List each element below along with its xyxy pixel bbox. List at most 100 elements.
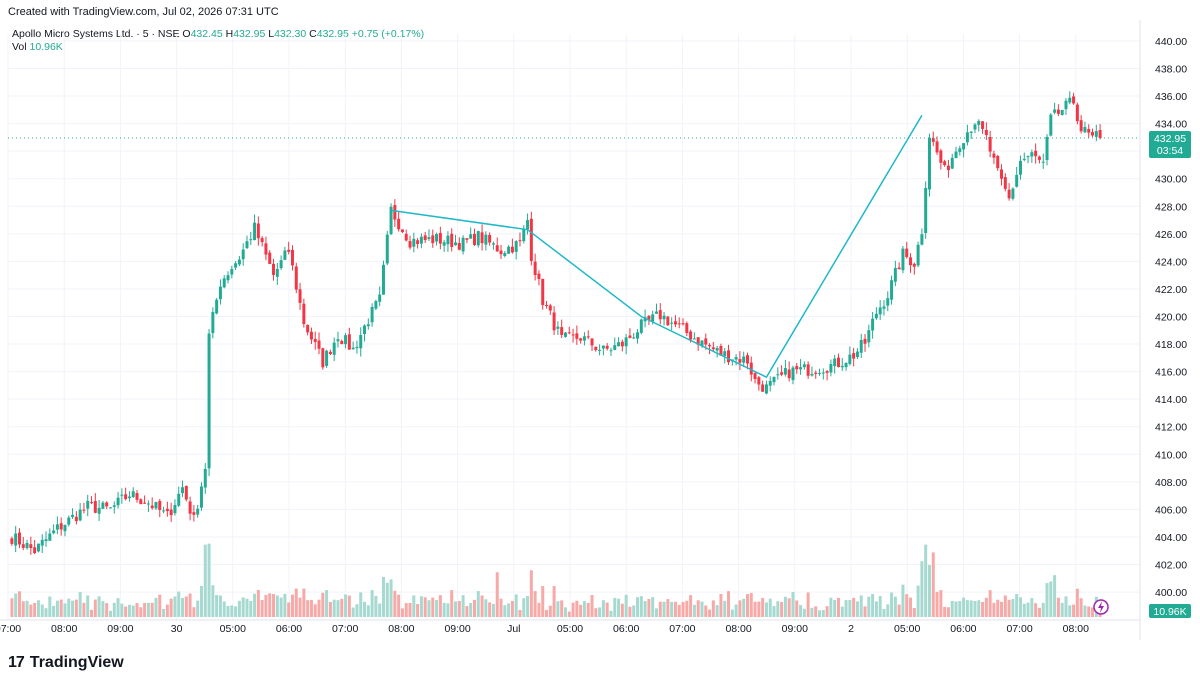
price-tick-label: 414.00 [1155,394,1187,406]
candle-body [135,493,139,500]
volume-bar [332,599,336,617]
candle-body [973,124,977,130]
volume-bar [893,596,897,617]
candle-body [491,243,495,245]
candle-body [992,153,996,158]
candle-body [1094,131,1098,137]
volume-bar [704,605,708,617]
time-tick-label: 06:00 [276,623,302,635]
volume-bar [207,543,211,617]
candle-body [355,346,359,349]
last-price-tag: 432.95 03:54 [1149,131,1191,159]
candle-body [601,345,605,349]
created-with-caption: Created with TradingView.com, Jul 02, 20… [8,6,279,18]
volume-bar [594,608,598,617]
time-tick-label: 06:00 [613,623,639,635]
volume-bar [397,594,401,617]
candle-body [294,266,298,290]
candle-body [628,335,632,338]
price-tick-label: 420.00 [1155,312,1187,324]
candle-body [954,151,958,159]
volume-bar [681,601,685,617]
trendline[interactable] [390,114,923,379]
volume-bar [177,591,181,617]
candle-body [1003,177,1007,189]
trendline-drawing[interactable] [390,114,923,379]
time-axis[interactable]: 07:00 08:00 09:00 30 05:00 06:00 07:00 08:00 09:… [0,623,1089,635]
volume-bar [416,604,420,617]
candle-body [108,507,112,509]
price-tick-label: 434.00 [1155,119,1187,131]
volume-bar [10,598,14,617]
candle-body [818,372,822,374]
volume-bar [537,602,541,617]
volume-bar [1022,603,1026,617]
candle-body [313,338,317,342]
candle-body [670,322,674,324]
candle-body [545,304,549,306]
volume-bar [727,591,731,617]
volume-bar [476,591,480,617]
candle-body [150,505,154,509]
candle-body [154,502,158,509]
candle-body [272,263,276,275]
volume-bar [309,599,313,617]
candle-body [97,507,101,514]
volume-bar [139,607,143,617]
volume-bar [454,601,458,617]
candle-body [416,240,420,245]
candle-body [1026,156,1030,158]
candle-body [203,468,207,488]
volume-bar [821,610,825,617]
candle-body [48,533,52,541]
candle-body [757,377,761,385]
candle-body [764,384,768,394]
volume-bar [1030,598,1034,617]
candle-body [302,303,306,325]
volume-bar [215,595,219,617]
candle-body [93,501,97,513]
volume-bar [40,604,44,617]
candle-body [370,307,374,323]
candle-body [575,333,579,339]
candle-body [21,544,25,548]
volume-bar [423,597,427,617]
volume-bar [734,604,738,617]
candle-body [332,342,336,355]
volume-bar [943,606,947,617]
volume-label: Vol [12,41,27,53]
candle-body [143,502,147,504]
volume-bar [203,544,207,617]
candle-body [943,161,947,165]
volume-bar [1072,604,1076,617]
volume-bar [874,601,878,617]
volume-bar [529,570,533,617]
volume-bar [586,602,590,617]
volume-bar [609,610,613,617]
volume-bar [1060,602,1064,617]
volume-bar [662,601,666,617]
candle-body [533,261,537,276]
candle-body [749,362,753,375]
high-value: 432.95 [233,28,266,40]
candle-body [218,286,222,300]
symbol-name[interactable]: Apollo Micro Systems Ltd. · 5 · NSE [12,28,180,40]
volume-bar [63,603,67,617]
candle-body [905,248,909,258]
volume-bar [169,598,173,617]
candle-body [400,229,404,233]
price-axis[interactable]: 400.00 402.00 404.00 406.00 408.00 410.00 412.… [1155,36,1187,599]
lightning-icon[interactable] [1093,599,1109,615]
candle-body [662,315,666,320]
candle-body [738,359,742,363]
volume-bar [962,597,966,617]
volume-bar [977,600,981,617]
tradingview-logo[interactable]: 17 TradingView [8,653,124,673]
candle-body [438,232,442,244]
volume-bar [86,595,90,617]
candle-body [814,372,818,374]
candle-body [101,502,105,509]
candle-body [1022,159,1026,161]
candle-body [586,336,590,338]
